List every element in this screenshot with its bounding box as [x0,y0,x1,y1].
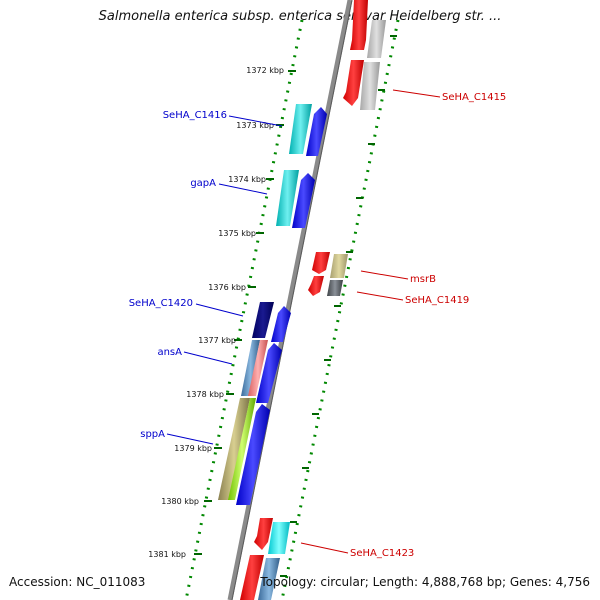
right-ticks [280,35,397,577]
kbp-label-1373: 1373 kbp [236,121,274,130]
gene-arrow[interactable] [228,398,256,500]
kbp-label-1377: 1377 kbp [198,336,236,345]
gene-arrow[interactable] [258,558,280,600]
gene-arrow[interactable] [271,306,291,342]
gene-label-ansA[interactable]: ansA [157,347,182,358]
gene-arrow[interactable] [276,170,299,226]
kbp-label-1374: 1374 kbp [228,175,266,184]
gene-label-gapA[interactable]: gapA [190,178,216,189]
kbp-label-1375: 1375 kbp [218,229,256,238]
gene-arrow[interactable] [308,276,324,296]
genome-title: Salmonella enterica subsp. enterica sero… [98,9,502,24]
gene-arrow[interactable] [312,252,330,274]
gene-label-msrB[interactable]: msrB [410,274,436,285]
topology-text: Topology: circular; Length: 4,888,768 bp… [260,575,590,589]
kbp-label-1379: 1379 kbp [174,444,212,453]
gene-arrow[interactable] [252,302,274,338]
genome-backbone-edge [231,0,353,600]
gene-arrow[interactable] [306,107,327,156]
gene-arrow[interactable] [330,254,348,278]
callout-lines [166,89,441,554]
kbp-ticks [194,70,296,555]
gene-arrow[interactable] [240,555,264,600]
gene-arrow[interactable] [218,398,250,500]
genome-backbone [227,0,353,600]
gene-arrow[interactable] [292,173,315,228]
kbp-label-1372: 1372 kbp [246,66,284,75]
kbp-label-1381: 1381 kbp [148,550,186,559]
gene-arrow[interactable] [327,280,343,296]
gene-arrow[interactable] [236,404,270,505]
gene-label-SeHA_C1419[interactable]: SeHA_C1419 [405,295,469,306]
kbp-label-1376: 1376 kbp [208,283,246,292]
gene-arrow[interactable] [254,518,273,550]
gene-label-SeHA_C1415[interactable]: SeHA_C1415 [442,92,506,103]
gene-arrow[interactable] [256,343,282,403]
accession-text: Accession: NC_011083 [9,575,146,589]
gene-arrow[interactable] [360,62,380,110]
gene-arrow[interactable] [367,20,386,58]
gene-arrow[interactable] [248,340,268,396]
gene-label-sppA[interactable]: sppA [140,429,165,440]
gene-label-SeHA_C1420[interactable]: SeHA_C1420 [129,298,193,309]
kbp-label-1380: 1380 kbp [161,497,199,506]
gene-arrow[interactable] [241,340,260,396]
gene-label-SeHA_C1416[interactable]: SeHA_C1416 [163,110,227,121]
gene-label-SeHA_C1423[interactable]: SeHA_C1423 [350,548,414,559]
gene-arrow[interactable] [289,104,312,154]
gene-arrow[interactable] [268,522,290,554]
gene-arrow[interactable] [350,0,368,50]
kbp-label-1378: 1378 kbp [186,390,224,399]
gene-arrow[interactable] [343,60,364,106]
